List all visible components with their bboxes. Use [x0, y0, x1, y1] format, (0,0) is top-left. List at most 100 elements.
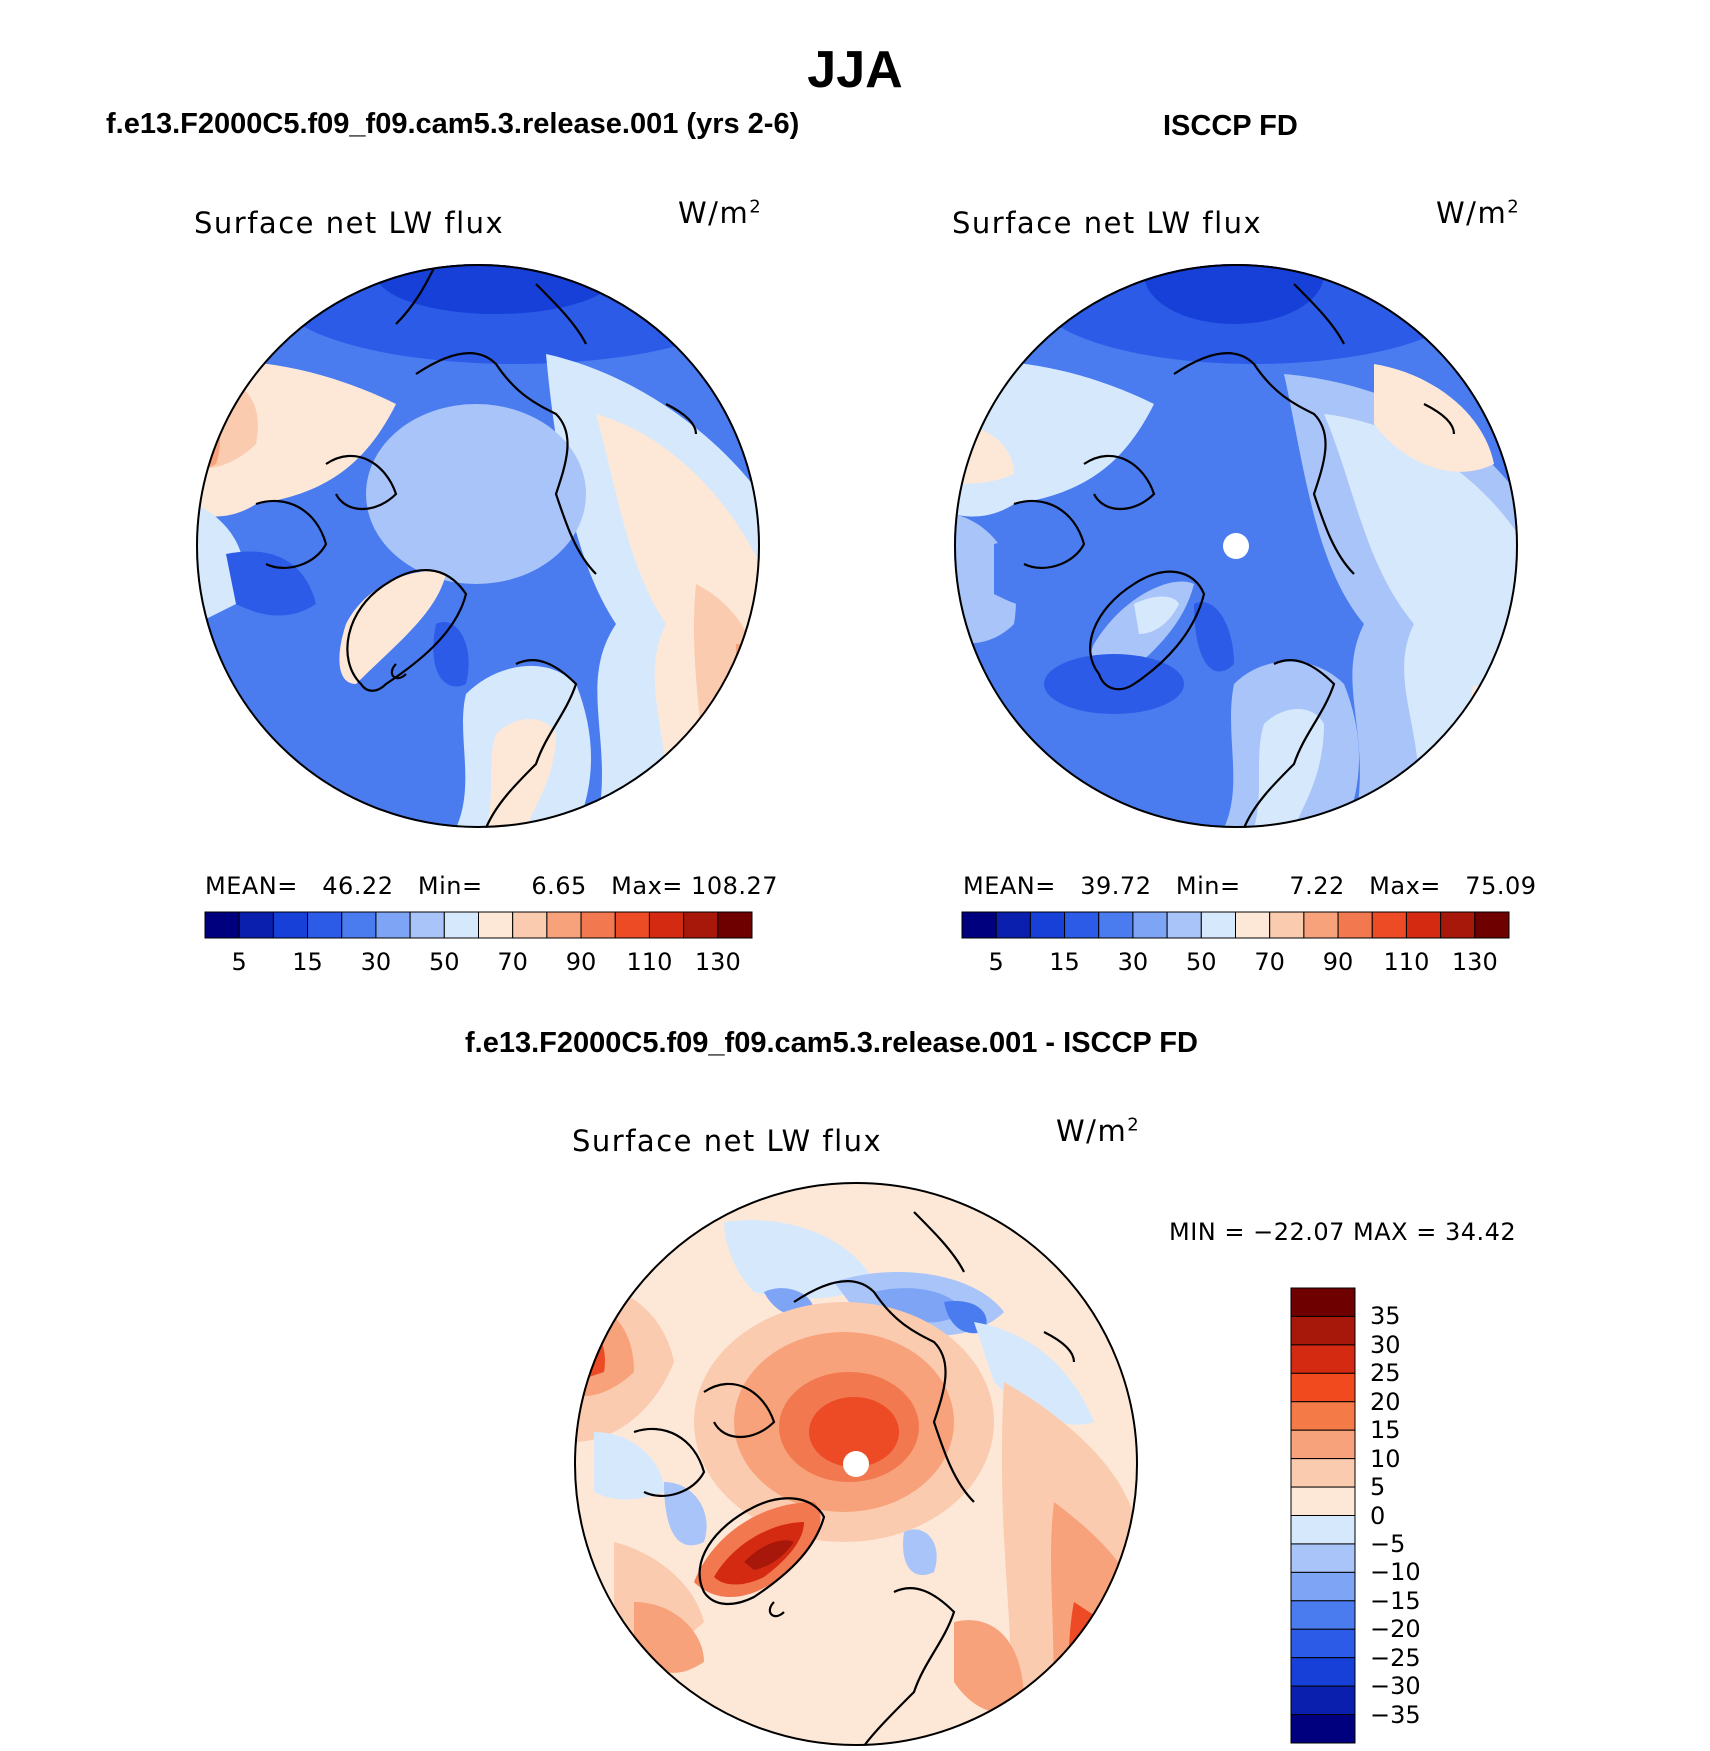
- colorbar-swatch: [272, 911, 309, 939]
- colorbar-tick-label: 15: [292, 948, 323, 976]
- colorbar-swatch: [614, 911, 650, 939]
- colorbar-swatch: [238, 911, 274, 939]
- colorbar-tick-label: 70: [497, 948, 528, 976]
- colorbar-tick-label: 30: [1370, 1330, 1401, 1359]
- colorbar-swatch: [995, 911, 1031, 939]
- panel1-polar-map: [196, 264, 760, 828]
- colorbar-swatch: [1290, 1315, 1356, 1346]
- colorbar-swatch: [1290, 1628, 1356, 1659]
- panel3-polar-map: [574, 1182, 1138, 1746]
- panel2-colorbar: [961, 911, 1510, 939]
- colorbar-swatch: [1290, 1571, 1356, 1602]
- panel3-colorbar-ticks: 35 30 25 20 15 10 5 0 −5 −10 −15 −20 −25 −30 −35: [1370, 1288, 1470, 1743]
- panel2-variable-label: Surface net LW flux: [952, 206, 1263, 240]
- colorbar-swatch: [1290, 1600, 1356, 1630]
- colorbar-tick-label: 15: [1049, 948, 1080, 976]
- panel2-case-title: ISCCP FD: [1163, 110, 1298, 142]
- panel1-case-title: f.e13.F2000C5.f09_f09.cam5.3.release.001…: [106, 108, 800, 140]
- colorbar-swatch: [1290, 1458, 1356, 1488]
- colorbar-swatch: [375, 911, 411, 939]
- colorbar-tick-label: 90: [565, 948, 597, 976]
- panel1-colorbar-ticks: 5 15 30 50 70 90 110 130: [205, 948, 752, 978]
- colorbar-tick-label: −10: [1370, 1558, 1421, 1587]
- colorbar-swatch: [204, 911, 240, 939]
- colorbar-tick-label: −5: [1370, 1529, 1406, 1558]
- colorbar-swatch: [1290, 1543, 1356, 1573]
- panel3-minmax: MIN = −22.07 MAX = 34.42: [1169, 1218, 1517, 1246]
- main-title: JJA: [807, 41, 903, 99]
- colorbar-tick-label: 5: [231, 948, 247, 976]
- colorbar-tick-label: 10: [1370, 1444, 1401, 1473]
- colorbar-swatch: [648, 911, 685, 939]
- colorbar-tick-label: −30: [1370, 1672, 1421, 1701]
- panel1-units-label: W/m2: [678, 196, 763, 230]
- panel3-case-title: f.e13.F2000C5.f09_f09.cam5.3.release.001…: [465, 1027, 1198, 1059]
- panel3-units-label: W/m2: [1056, 1114, 1141, 1148]
- panel3-variable-label: Surface net LW flux: [572, 1124, 883, 1158]
- panel2-stats: MEAN= 39.72 Min= 7.22 Max= 75.09: [963, 872, 1537, 900]
- panel3-colorbar: [1290, 1287, 1356, 1744]
- colorbar-swatch: [580, 911, 616, 939]
- colorbar-tick-label: 25: [1370, 1359, 1401, 1388]
- panel2-units-label: W/m2: [1436, 196, 1521, 230]
- colorbar-tick-label: 110: [1383, 948, 1430, 976]
- colorbar-tick-label: 130: [1451, 948, 1498, 976]
- colorbar-tick-label: 30: [360, 948, 392, 976]
- colorbar-swatch: [1132, 911, 1168, 939]
- colorbar-tick-label: 30: [1117, 948, 1149, 976]
- colorbar-swatch: [1098, 911, 1134, 939]
- colorbar-swatch: [717, 911, 753, 939]
- colorbar-swatch: [478, 911, 514, 939]
- colorbar-tick-label: −25: [1370, 1643, 1421, 1672]
- colorbar-tick-label: 90: [1322, 948, 1354, 976]
- colorbar-swatch: [1166, 911, 1202, 939]
- colorbar-tick-label: 70: [1254, 948, 1285, 976]
- colorbar-swatch: [1303, 911, 1339, 939]
- colorbar-swatch: [1200, 911, 1236, 939]
- colorbar-swatch: [1290, 1429, 1356, 1460]
- panel1-stats: MEAN= 46.22 Min= 6.65 Max= 108.27: [205, 872, 779, 900]
- colorbar-swatch: [1290, 1515, 1356, 1545]
- panel1-colorbar: [204, 911, 753, 939]
- colorbar-swatch: [1290, 1685, 1356, 1716]
- colorbar-tick-label: 5: [1370, 1473, 1386, 1502]
- colorbar-swatch: [512, 911, 548, 939]
- colorbar-swatch: [1064, 911, 1100, 939]
- colorbar-swatch: [1440, 911, 1476, 939]
- colorbar-swatch: [1474, 911, 1510, 939]
- panel1-variable-label: Surface net LW flux: [194, 206, 505, 240]
- colorbar-tick-label: −15: [1370, 1586, 1421, 1615]
- colorbar-swatch: [443, 911, 479, 939]
- colorbar-tick-label: 0: [1370, 1501, 1386, 1530]
- colorbar-tick-label: 130: [694, 948, 741, 976]
- colorbar-tick-label: −20: [1370, 1615, 1421, 1644]
- colorbar-tick-label: 5: [988, 948, 1004, 976]
- colorbar-swatch: [1290, 1714, 1356, 1744]
- colorbar-swatch: [409, 911, 445, 939]
- colorbar-swatch: [1290, 1287, 1356, 1317]
- colorbar-tick-label: 15: [1370, 1416, 1401, 1445]
- colorbar-tick-label: 110: [626, 948, 673, 976]
- colorbar-swatch: [341, 911, 377, 939]
- colorbar-swatch: [1029, 911, 1066, 939]
- colorbar-swatch: [1405, 911, 1442, 939]
- panel2-colorbar-ticks: 5 15 30 50 70 90 110 130: [962, 948, 1509, 978]
- colorbar-swatch: [307, 911, 343, 939]
- colorbar-swatch: [1290, 1401, 1356, 1431]
- colorbar-swatch: [546, 911, 582, 939]
- colorbar-swatch: [1337, 911, 1373, 939]
- colorbar-swatch: [1290, 1344, 1356, 1374]
- colorbar-tick-label: 50: [1186, 948, 1217, 976]
- colorbar-swatch: [1290, 1486, 1356, 1516]
- colorbar-swatch: [961, 911, 997, 939]
- colorbar-tick-label: 50: [429, 948, 460, 976]
- colorbar-swatch: [1371, 911, 1407, 939]
- panel2-polar-map: [954, 264, 1518, 828]
- colorbar-swatch: [1290, 1657, 1356, 1687]
- colorbar-swatch: [1290, 1372, 1356, 1403]
- colorbar-swatch: [1235, 911, 1271, 939]
- colorbar-tick-label: 20: [1370, 1387, 1401, 1416]
- colorbar-tick-label: −35: [1370, 1700, 1421, 1729]
- colorbar-tick-label: 35: [1370, 1302, 1401, 1331]
- colorbar-swatch: [683, 911, 719, 939]
